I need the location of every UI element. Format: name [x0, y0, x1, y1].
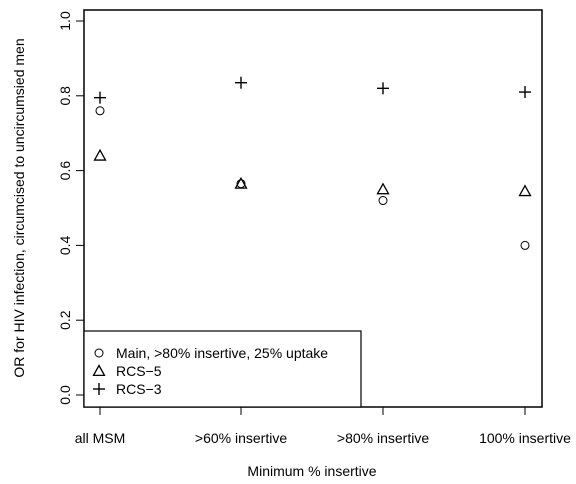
y-tick-label: 0.4: [57, 235, 73, 255]
y-tick-label: 0.8: [57, 86, 73, 106]
data-point-plus: [94, 91, 106, 104]
data-point-plus: [519, 86, 531, 99]
y-tick-label: 1.0: [57, 11, 73, 31]
y-axis-title: OR for HIV infection, circumcised to unc…: [11, 38, 27, 377]
data-point-circle: [378, 196, 388, 206]
y-axis: 0.0 0.2 0.4 0.6 0.8 1.0: [57, 11, 85, 405]
data-point-triangle: [93, 148, 107, 161]
y-tick-label: 0.0: [57, 385, 73, 405]
legend-label: RCS−3: [116, 381, 162, 397]
data-point-plus: [377, 82, 389, 95]
data-point-triangle: [518, 184, 532, 197]
x-tick-label: >60% insertive: [195, 430, 287, 446]
x-tick-label: >80% insertive: [337, 430, 429, 446]
legend: Main, >80% insertive, 25% uptake RCS−5 RCS…: [83, 330, 362, 408]
data-point-triangle: [376, 182, 390, 195]
legend-marker-plus: [93, 383, 105, 395]
data-point-circle: [520, 240, 530, 250]
legend-marker-triangle: [92, 364, 106, 377]
y-tick-label: 0.6: [57, 161, 73, 181]
legend-items: Main, >80% insertive, 25% uptake RCS−5 RCS…: [92, 345, 328, 397]
y-tick-label: 0.2: [57, 310, 73, 330]
data-points: [93, 76, 532, 250]
legend-marker-circle: [94, 348, 104, 358]
data-point-plus: [235, 76, 247, 89]
x-tick-label: 100% insertive: [479, 430, 571, 446]
x-axis-title: Minimum % insertive: [247, 463, 376, 479]
legend-box: [83, 330, 362, 408]
x-tick-label: all MSM: [75, 430, 126, 446]
legend-label: Main, >80% insertive, 25% uptake: [116, 345, 328, 361]
x-axis: all MSM >60% insertive >80% insertive 100% …: [75, 406, 571, 446]
data-point-triangle: [234, 176, 248, 189]
legend-label: RCS−5: [116, 363, 162, 379]
data-point-circle: [95, 106, 105, 116]
